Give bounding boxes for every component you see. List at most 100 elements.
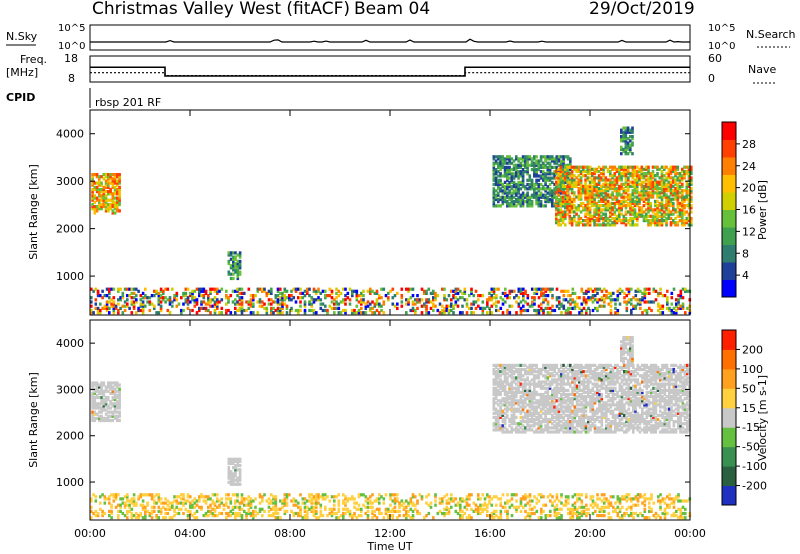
data-cell <box>195 311 199 315</box>
data-cell <box>153 304 156 308</box>
data-cell <box>658 176 662 180</box>
data-cell <box>548 168 552 172</box>
data-cell <box>238 291 242 295</box>
data-cell <box>497 193 500 197</box>
data-cell <box>640 195 644 199</box>
data-cell <box>553 386 556 390</box>
data-cell <box>629 386 633 390</box>
data-cell <box>560 289 563 293</box>
data-cell <box>213 308 217 313</box>
data-cell <box>537 304 541 308</box>
data-cell <box>346 291 350 295</box>
data-cell <box>310 308 314 313</box>
data-cell <box>526 388 529 392</box>
data-cell <box>687 201 691 206</box>
data-cell <box>593 187 596 191</box>
data-cell <box>620 137 623 141</box>
data-cell <box>683 176 686 180</box>
data-cell <box>649 174 653 178</box>
data-cell <box>492 411 496 415</box>
data-cell <box>263 289 266 293</box>
data-cell <box>107 381 110 385</box>
data-cell <box>632 405 635 409</box>
data-cell <box>555 407 559 411</box>
data-cell <box>544 405 547 409</box>
data-cell <box>116 404 119 408</box>
data-cell <box>524 200 527 204</box>
data-cell <box>526 397 529 401</box>
data-cell <box>681 304 685 308</box>
data-cell <box>571 397 574 401</box>
data-cell <box>609 169 612 174</box>
data-cell <box>202 289 206 293</box>
data-cell <box>591 399 595 403</box>
data-cell <box>501 202 505 206</box>
data-cell <box>557 403 561 407</box>
data-cell <box>470 291 473 295</box>
data-cell <box>564 165 567 169</box>
data-cell <box>535 182 538 187</box>
data-cell <box>651 214 655 218</box>
data-cell <box>571 370 574 374</box>
data-cell <box>118 387 121 391</box>
data-cell <box>425 304 428 308</box>
data-cell <box>564 405 568 409</box>
data-cell <box>104 202 108 207</box>
data-cell <box>104 196 108 200</box>
data-cell <box>107 418 110 423</box>
data-cell <box>578 365 581 369</box>
data-cell <box>669 180 673 184</box>
data-cell <box>539 191 543 195</box>
data-cell <box>587 428 590 432</box>
data-cell <box>562 178 565 182</box>
data-cell <box>141 302 145 306</box>
data-cell <box>593 374 597 378</box>
data-cell <box>622 167 626 171</box>
data-cell <box>351 308 354 313</box>
data-cell <box>571 376 574 380</box>
data-cell <box>665 182 668 186</box>
data-cell <box>373 291 377 295</box>
data-cell <box>517 202 520 206</box>
data-cell <box>624 219 628 223</box>
data-cell <box>578 311 581 315</box>
data-cell <box>162 291 165 295</box>
data-cell <box>627 376 631 380</box>
data-cell <box>510 157 514 161</box>
data-cell <box>620 415 624 419</box>
data-cell <box>562 363 565 367</box>
data-cell <box>195 287 199 291</box>
data-cell <box>333 302 336 306</box>
data-cell <box>317 298 320 302</box>
data-cell <box>624 152 628 156</box>
data-cell <box>611 390 615 394</box>
data-cell <box>526 187 529 191</box>
data-cell <box>561 201 565 206</box>
data-cell <box>517 289 521 293</box>
data-cell <box>535 417 538 422</box>
data-cell <box>553 170 556 174</box>
data-cell <box>533 386 536 390</box>
data-cell <box>658 221 662 225</box>
data-cell <box>111 404 115 408</box>
data-cell <box>492 388 496 392</box>
colorbar-tick-label: 8 <box>742 247 749 260</box>
data-cell <box>627 289 631 293</box>
data-cell <box>589 395 592 399</box>
data-cell <box>546 195 550 199</box>
data-cell <box>113 414 117 418</box>
data-cell <box>604 176 608 180</box>
data-cell <box>573 180 576 184</box>
data-cell <box>519 430 523 434</box>
data-cell <box>564 388 568 392</box>
data-cell <box>690 167 693 171</box>
data-cell <box>519 397 523 401</box>
data-cell <box>627 300 631 304</box>
colorbar-tick-label: 12 <box>742 225 756 238</box>
data-cell <box>687 191 691 195</box>
data-cell <box>667 169 671 174</box>
data-cell <box>564 374 568 378</box>
data-cell <box>503 174 507 178</box>
data-cell <box>510 409 514 413</box>
data-cell <box>640 172 644 176</box>
